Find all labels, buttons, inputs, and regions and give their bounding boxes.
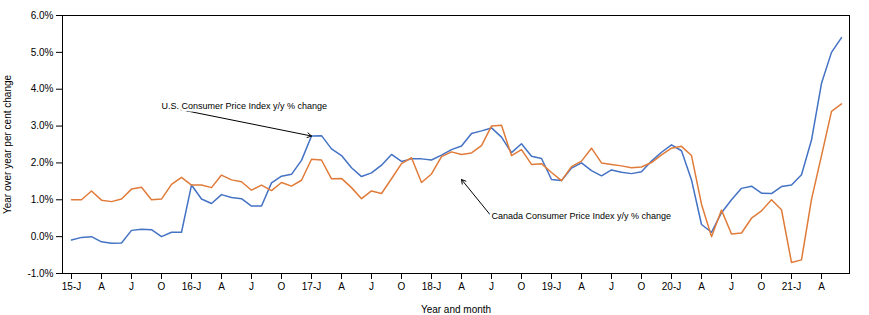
svg-text:19-J: 19-J	[542, 281, 561, 292]
svg-text:6.0%: 6.0%	[31, 10, 54, 21]
svg-text:Canada Consumer Price Index y/: Canada Consumer Price Index y/y % change	[492, 211, 672, 221]
svg-text:A: A	[578, 281, 585, 292]
svg-text:A: A	[338, 281, 345, 292]
svg-text:J: J	[609, 281, 614, 292]
svg-text:O: O	[398, 281, 406, 292]
svg-text:O: O	[758, 281, 766, 292]
svg-text:Year over year per cent change: Year over year per cent change	[2, 74, 13, 214]
svg-text:4.0%: 4.0%	[31, 83, 54, 94]
svg-text:16-J: 16-J	[182, 281, 201, 292]
svg-text:A: A	[218, 281, 225, 292]
svg-text:J: J	[489, 281, 494, 292]
svg-text:O: O	[518, 281, 526, 292]
svg-text:Year and month: Year and month	[421, 304, 491, 315]
svg-text:-1.0%: -1.0%	[27, 268, 53, 279]
svg-text:0.0%: 0.0%	[31, 231, 54, 242]
svg-text:20-J: 20-J	[662, 281, 681, 292]
svg-text:O: O	[278, 281, 286, 292]
svg-text:U.S. Consumer Price Index y/y: U.S. Consumer Price Index y/y % change	[162, 101, 328, 111]
svg-text:18-J: 18-J	[422, 281, 441, 292]
svg-text:3.0%: 3.0%	[31, 120, 54, 131]
svg-text:J: J	[129, 281, 134, 292]
svg-text:J: J	[369, 281, 374, 292]
svg-text:O: O	[638, 281, 646, 292]
svg-text:1.0%: 1.0%	[31, 194, 54, 205]
svg-text:J: J	[249, 281, 254, 292]
svg-text:2.0%: 2.0%	[31, 157, 54, 168]
svg-text:A: A	[458, 281, 465, 292]
svg-text:A: A	[818, 281, 825, 292]
svg-text:A: A	[98, 281, 105, 292]
svg-text:5.0%: 5.0%	[31, 47, 54, 58]
svg-text:O: O	[158, 281, 166, 292]
svg-text:21-J: 21-J	[782, 281, 801, 292]
svg-text:15-J: 15-J	[62, 281, 81, 292]
svg-text:17-J: 17-J	[302, 281, 321, 292]
svg-text:A: A	[698, 281, 705, 292]
svg-text:J: J	[729, 281, 734, 292]
